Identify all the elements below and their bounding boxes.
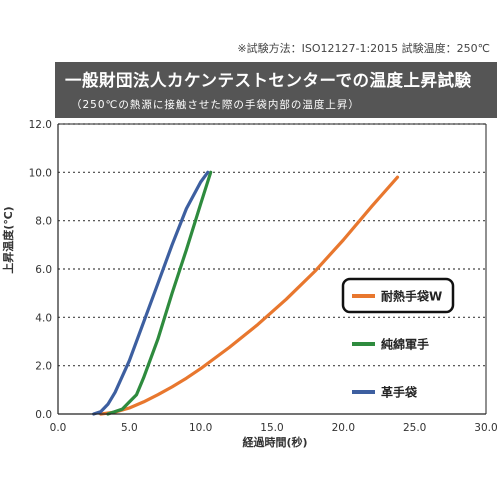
- series-line-0: [99, 175, 400, 416]
- series-line-1: [106, 170, 213, 416]
- y-tick-label: 12.0: [29, 119, 52, 131]
- y-tick-label: 4.0: [35, 312, 52, 324]
- x-tick-label: 15.0: [260, 422, 283, 434]
- x-tick-labels: 0.0 5.0 10.0 15.0 20.0 25.0 30.0: [50, 422, 498, 434]
- series-lines: [92, 170, 400, 416]
- x-tick-label: 30.0: [474, 422, 497, 434]
- chart-title: 一般財団法人カケンテストセンターでの温度上昇試験: [65, 71, 472, 90]
- legend-label-0: 耐熱手袋W: [381, 289, 442, 304]
- legend-label-1: 純綿軍手: [381, 337, 429, 352]
- series-line-2: [92, 170, 210, 416]
- axes: [57, 123, 487, 415]
- test-method-note: ※試験方法：ISO12127-1:2015 試験温度：250℃: [237, 42, 490, 55]
- legend-highlight-box: [341, 277, 455, 314]
- y-tick-label: 10.0: [29, 167, 52, 179]
- x-axis-label: 経過時間(秒): [242, 435, 307, 449]
- y-axis-label: 上昇温度(℃): [1, 206, 15, 273]
- grid-lines: [58, 123, 486, 367]
- x-tick-label: 0.0: [50, 422, 67, 434]
- x-tick-label: 25.0: [403, 422, 426, 434]
- y-tick-label: 8.0: [35, 216, 52, 228]
- y-tick-label: 6.0: [35, 264, 52, 276]
- y-tick-label: 0.0: [35, 409, 52, 421]
- title-banner: 一般財団法人カケンテストセンターでの温度上昇試験 （250℃の熱源に接触させた際…: [55, 62, 497, 118]
- x-tick-label: 10.0: [189, 422, 212, 434]
- chart-subtitle: （250℃の熱源に接触させた際の手袋内部の温度上昇）: [71, 99, 360, 111]
- legend-label-2: 革手袋: [381, 385, 418, 400]
- x-tick-label: 20.0: [332, 422, 355, 434]
- y-tick-labels: 0.0 2.0 4.0 6.0 8.0 10.0 12.0: [29, 119, 52, 421]
- x-tick-label: 5.0: [121, 422, 138, 434]
- y-tick-label: 2.0: [35, 361, 52, 373]
